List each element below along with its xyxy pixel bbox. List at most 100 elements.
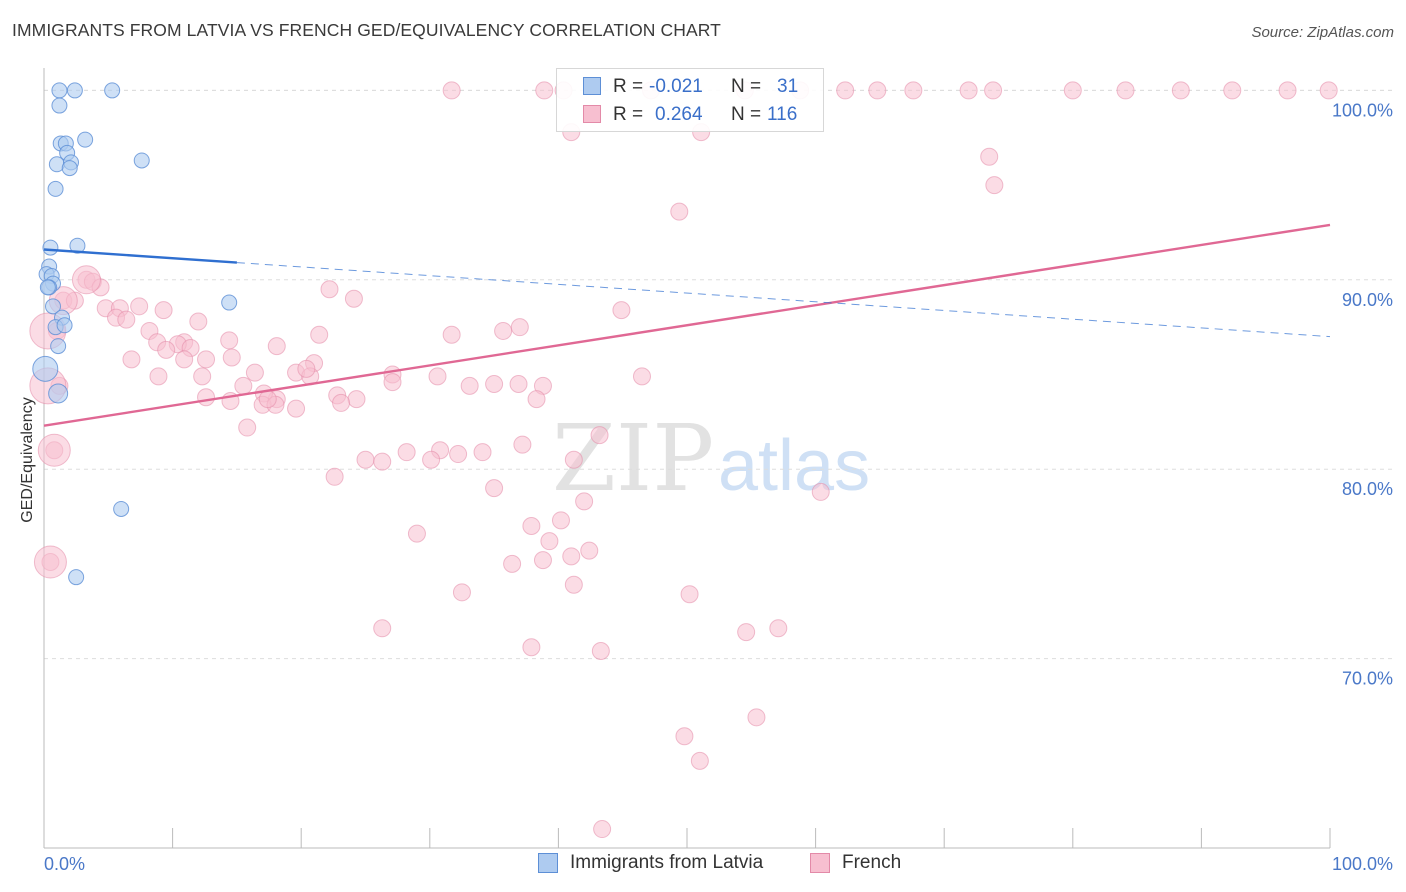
y-tick-label: 90.0% [1342, 290, 1393, 310]
french-point [513, 435, 532, 454]
y-axis-title: GED/Equivalency [19, 397, 36, 523]
latvia-point [45, 298, 62, 315]
french-point [984, 81, 1003, 100]
french-point [193, 367, 212, 386]
french-point [485, 374, 504, 393]
french-point [325, 467, 344, 486]
french-point [980, 147, 999, 166]
french-point [356, 450, 375, 469]
french-point [267, 337, 286, 356]
french-point [510, 318, 529, 337]
latvia-point [133, 152, 150, 169]
n-label: N = [731, 76, 762, 97]
french-point [347, 390, 366, 409]
french-point [522, 638, 541, 657]
french-point [197, 350, 216, 369]
french-point [117, 310, 136, 329]
french-point [564, 450, 583, 469]
french-point [452, 583, 471, 602]
chart-title: IMMIGRANTS FROM LATVIA VS FRENCH GED/EQU… [12, 20, 721, 40]
french-point [449, 445, 468, 464]
french-point [562, 547, 581, 566]
french-point [868, 81, 887, 100]
french-point [373, 452, 392, 471]
n-value: 31 [777, 76, 799, 97]
french-point [344, 289, 363, 308]
french-point [811, 482, 830, 501]
french-point [522, 517, 541, 536]
french-point-large [71, 265, 101, 295]
latvia-point [48, 383, 69, 404]
french-point [222, 348, 241, 367]
french-point [737, 623, 756, 642]
r-label: R = [613, 104, 644, 125]
y-tick-label: 70.0% [1342, 669, 1393, 689]
french-point [310, 325, 329, 344]
latvia-trend-line-dashed [236, 262, 1331, 338]
french-point [612, 301, 631, 320]
french-legend-swatch [810, 853, 830, 873]
french-point [675, 727, 694, 746]
latvia-swatch [583, 77, 601, 95]
french-point [245, 363, 264, 382]
stats-row-french: R = 0.264 N = 116 [557, 101, 823, 129]
french-point-large [33, 545, 67, 579]
n-value: 116 [767, 104, 798, 125]
french-point [122, 350, 141, 369]
french-point [442, 81, 461, 100]
french-point [320, 280, 339, 299]
french-point [535, 81, 554, 100]
latvia-point [69, 237, 86, 254]
french-point [149, 367, 168, 386]
french-point [297, 359, 316, 378]
french-point [175, 350, 194, 369]
n-label: N = [731, 104, 762, 125]
legend-label-latvia: Immigrants from Latvia [570, 852, 764, 873]
latvia-point [47, 180, 64, 197]
r-value: -0.021 [649, 76, 703, 97]
french-point [485, 479, 504, 498]
french-point [533, 551, 552, 570]
x-tick-label: 100.0% [1332, 854, 1393, 874]
french-point [1223, 81, 1242, 100]
latvia-point [68, 569, 85, 586]
french-point [1116, 81, 1135, 100]
french-point [503, 554, 522, 573]
french-point [670, 202, 689, 221]
watermark-atlas: atlas [718, 426, 870, 506]
french-point [540, 532, 559, 551]
french-point [130, 297, 149, 316]
r-label: R = [613, 76, 644, 97]
french-point [985, 176, 1004, 195]
french-point [397, 443, 416, 462]
french-point [234, 376, 253, 395]
latvia-point [77, 131, 94, 148]
french-point [1171, 81, 1190, 100]
french-point [238, 418, 257, 437]
french-point [1278, 81, 1297, 100]
french-point [422, 450, 441, 469]
source-label: Source: ZipAtlas.com [1251, 24, 1394, 41]
french-point [332, 393, 351, 412]
french-point [373, 619, 392, 638]
latvia-point [32, 355, 59, 382]
french-point [442, 325, 461, 344]
y-tick-label: 80.0% [1342, 479, 1393, 499]
french-point [197, 388, 216, 407]
latvia-point [42, 239, 59, 256]
french-point [154, 301, 173, 320]
french-point [189, 312, 208, 331]
french-point [769, 619, 788, 638]
french-point [591, 642, 610, 661]
french-point [157, 340, 176, 359]
latvia-point [61, 160, 78, 177]
latvia-point [104, 82, 121, 99]
latvia-point [221, 294, 238, 311]
latvia-point [51, 97, 68, 114]
french-point [220, 331, 239, 350]
latvia-point [51, 82, 68, 99]
stats-row-latvia: R = -0.021 N = 31 [557, 73, 823, 101]
french-point [287, 399, 306, 418]
french-point [460, 376, 479, 395]
